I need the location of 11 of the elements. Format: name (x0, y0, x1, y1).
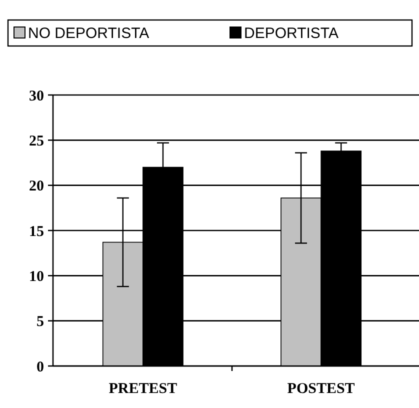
y-tick-label: 15 (29, 224, 44, 240)
legend-label: NO DEPORTISTA (28, 25, 150, 42)
y-tick-label: 20 (29, 178, 44, 195)
x-tick-label: POSTEST (287, 381, 355, 397)
x-tick-label: PRETEST (108, 381, 178, 397)
y-tick-label: 0 (36, 359, 44, 376)
y-tick-label: 5 (36, 314, 44, 330)
y-tick-label: 30 (29, 88, 44, 104)
legend-label: DEPORTISTA (244, 25, 338, 42)
y-tick-label: 10 (29, 268, 44, 285)
y-tick-label: 25 (29, 133, 44, 150)
